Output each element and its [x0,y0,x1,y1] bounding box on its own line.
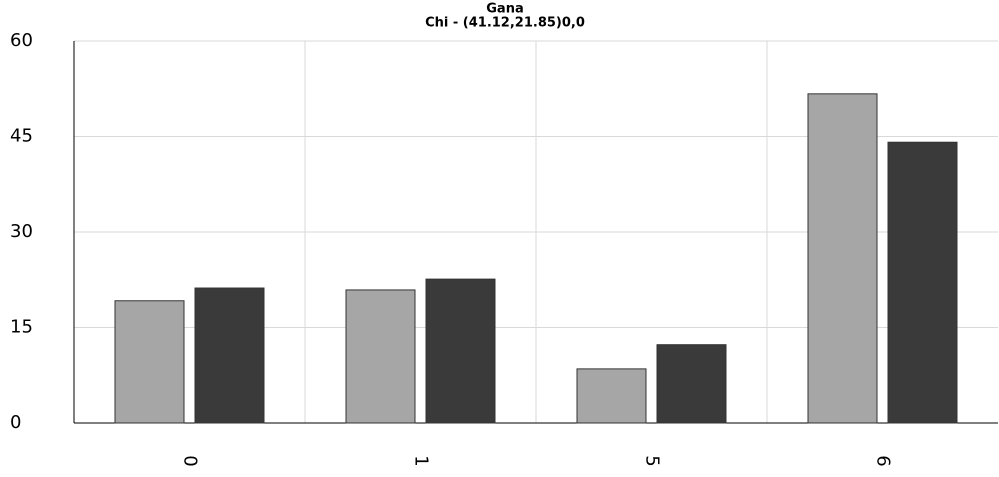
y-tick-label: 60 [10,30,33,51]
x-tick-label: 1 [411,455,432,466]
x-tick-label: 6 [873,455,894,466]
bar [194,287,265,424]
y-tick-label: 15 [10,317,33,338]
y-tick-label: 30 [10,221,33,242]
y-tick-label: 45 [10,126,33,147]
chart-subtitle: Chi - (41.12,21.85)0,0 [425,16,585,31]
x-tick-label: 5 [642,455,663,466]
bar [425,278,496,424]
x-tick-label: 0 [180,455,201,466]
y-tick-label: 0 [10,412,21,433]
bar [887,141,958,424]
bar [807,93,878,424]
bar [345,289,416,424]
chart-title: Gana [486,2,523,17]
bar [576,368,647,424]
bar [114,300,185,424]
bar [656,344,727,424]
